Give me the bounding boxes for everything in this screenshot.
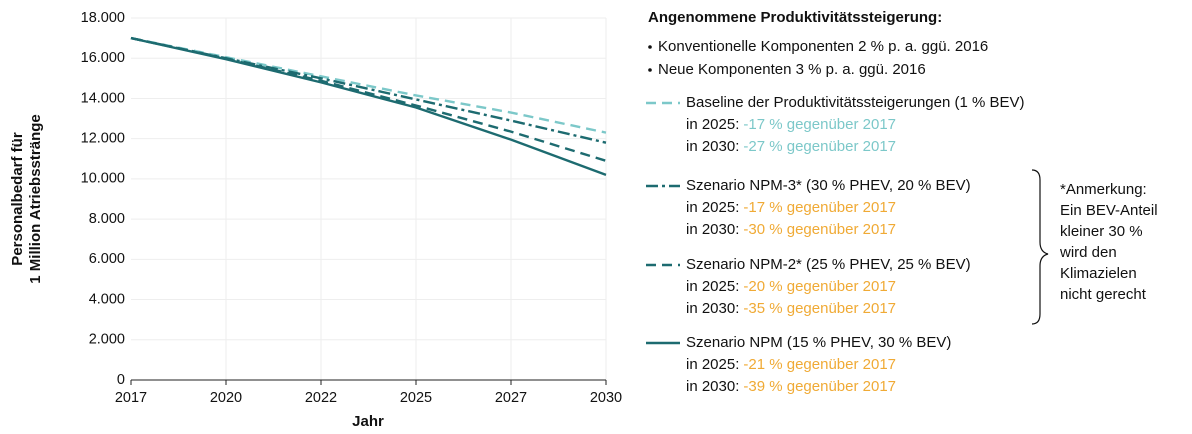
y-tick-label: 16.000	[81, 50, 125, 66]
note-value: -30 % gegenüber 2017	[743, 221, 896, 238]
y-tick-label: 12.000	[81, 130, 125, 146]
note-value: -17 % gegenüber 2017	[743, 199, 896, 216]
legend-bullet: Konventionelle Komponenten 2 % p. a. ggü…	[658, 38, 988, 55]
note-value: -21 % gegenüber 2017	[743, 356, 896, 373]
footnote: kleiner 30 %	[1060, 223, 1143, 240]
line	[130, 36, 607, 176]
legend-note: in 2025: -21 % gegenüber 2017	[686, 356, 896, 373]
x-tick-label: 2025	[400, 390, 432, 406]
y-tick-label: 10.000	[81, 171, 125, 187]
legend-note: in 2025: -17 % gegenüber 2017	[686, 116, 896, 133]
y-tick-label: 2.000	[89, 332, 125, 348]
y-tick-label: 14.000	[81, 90, 125, 106]
footnote: *Anmerkung:	[1060, 181, 1147, 198]
legend-note: in 2030: -39 % gegenüber 2017	[686, 378, 896, 395]
note-label: in 2030:	[686, 300, 739, 317]
note-value: -35 % gegenüber 2017	[743, 300, 896, 317]
legend-label: Szenario NPM-2* (25 % PHEV, 25 % BEV)	[686, 256, 971, 273]
x-axis-label: Jahr	[352, 413, 384, 430]
x-tick-label: 2017	[115, 390, 147, 406]
footnote: wird den	[1059, 244, 1117, 261]
y-tick-label: 6.000	[89, 251, 125, 267]
note-label: in 2025:	[686, 278, 739, 295]
legend-note: in 2030: -27 % gegenüber 2017	[686, 138, 896, 155]
legend-title: Angenommene Produktivitätssteigerung:	[648, 9, 942, 26]
y-tick-label: 18.000	[81, 10, 125, 26]
x-tick-label: 2030	[590, 390, 622, 406]
legend-note: in 2025: -20 % gegenüber 2017	[686, 278, 896, 295]
note-value: -20 % gegenüber 2017	[743, 278, 896, 295]
legend-note: in 2030: -30 % gegenüber 2017	[686, 221, 896, 238]
y-tick-label: 4.000	[89, 291, 125, 307]
legend-note: in 2030: -35 % gegenüber 2017	[686, 300, 896, 317]
footnote: Klimazielen	[1060, 265, 1137, 282]
note-value: -39 % gegenüber 2017	[743, 378, 896, 395]
y-axis-label: Personalbedarf für	[9, 132, 26, 266]
footnote: nicht gerecht	[1060, 286, 1147, 303]
legend-label: Baseline der Produktivitätssteigerungen …	[686, 94, 1025, 111]
legend-label: Szenario NPM-3* (30 % PHEV, 20 % BEV)	[686, 177, 971, 194]
y-tick-label: 8.000	[89, 211, 125, 227]
x-tick-label: 2027	[495, 390, 527, 406]
bullet	[648, 45, 652, 49]
note-label: in 2030:	[686, 138, 739, 155]
y-axis-label: 1 Million Atriebsstränge	[27, 114, 44, 283]
legend-note: in 2025: -17 % gegenüber 2017	[686, 199, 896, 216]
note-label: in 2025:	[686, 356, 739, 373]
line	[130, 36, 607, 162]
note-label: in 2025:	[686, 199, 739, 216]
x-tick-label: 2020	[210, 390, 242, 406]
legend-bullet: Neue Komponenten 3 % p. a. ggü. 2016	[658, 61, 926, 78]
brace	[1031, 169, 1049, 325]
axes: 0 2.000 4.000 6.000 8.000 10.000 12.000 14.000 1…	[81, 10, 622, 406]
note-label: in 2030:	[686, 378, 739, 395]
note-value: -17 % gegenüber 2017	[743, 116, 896, 133]
bullet	[648, 68, 652, 72]
y-tick-label: 0	[117, 372, 125, 388]
x-tick-label: 2022	[305, 390, 337, 406]
note-value: -27 % gegenüber 2017	[743, 138, 896, 155]
note-label: in 2025:	[686, 116, 739, 133]
legend-label: Szenario NPM (15 % PHEV, 30 % BEV)	[686, 334, 951, 351]
footnote: Ein BEV-Anteil	[1060, 202, 1158, 219]
note-label: in 2030:	[686, 221, 739, 238]
